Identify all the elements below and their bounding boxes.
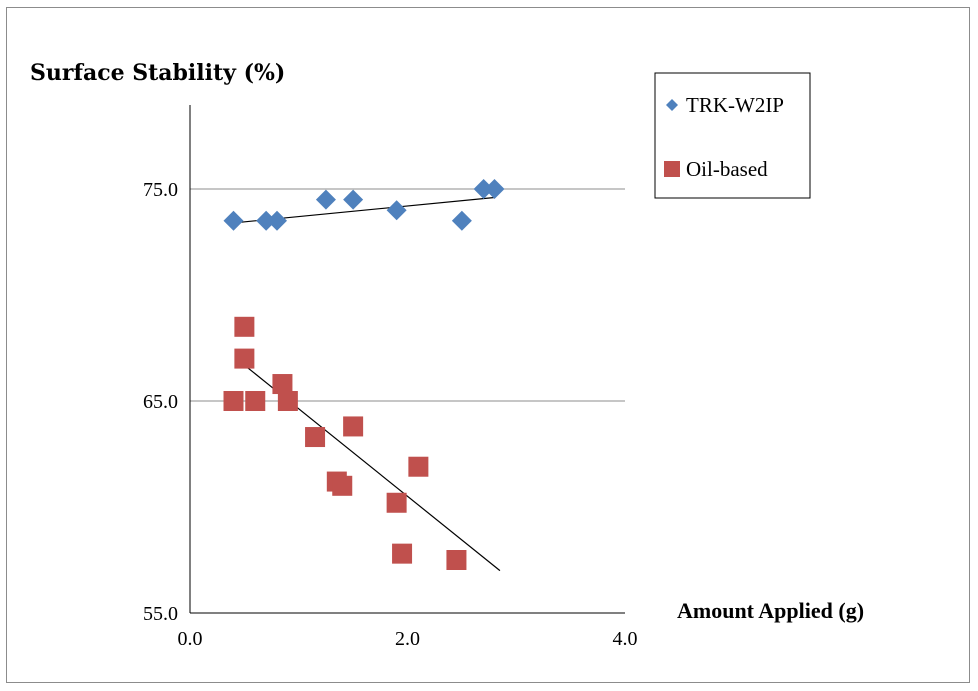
x-tick-label: 2.0	[395, 628, 420, 650]
legend: TRK-W2IP Oil-based	[654, 72, 811, 199]
y-tick-label: 55.0	[143, 603, 178, 625]
diamond-point	[315, 189, 336, 210]
square-point	[234, 348, 255, 369]
diamond-point	[386, 200, 407, 221]
square-point	[223, 391, 244, 411]
diamond-point	[484, 179, 505, 199]
diamond-point	[267, 210, 287, 231]
square-point	[277, 391, 298, 411]
square-point	[386, 492, 407, 513]
diamond-point	[473, 179, 494, 199]
square-point	[234, 316, 255, 337]
square-point	[332, 475, 353, 496]
x-tick-label: 0.0	[178, 628, 203, 650]
diamond-point	[223, 210, 244, 231]
x-axis-label: Amount Applied (g)	[677, 598, 864, 623]
square-point	[446, 550, 467, 570]
square-point	[343, 416, 364, 437]
data-points	[223, 179, 505, 570]
legend-box	[654, 72, 811, 199]
square-point	[408, 456, 429, 477]
diamond-point	[451, 210, 472, 231]
square-point	[392, 543, 413, 564]
legend-marker-2	[664, 161, 680, 177]
y-tick-label: 65.0	[143, 391, 178, 413]
legend-label-2: Oil-based	[686, 157, 768, 181]
square-point	[272, 374, 293, 395]
y-tick-label: 75.0	[143, 179, 178, 201]
legend-label-1: TRK-W2IP	[686, 93, 784, 117]
x-tick-label: 4.0	[613, 628, 638, 650]
diamond-point	[256, 210, 277, 231]
tick-labels: 55.0 65.0 75.0 0.0 2.0 4.0	[143, 179, 638, 650]
square-point	[245, 391, 266, 411]
chart-frame	[6, 7, 970, 683]
chart-title: Surface Stability (%)	[30, 60, 285, 86]
legend-marker-1	[666, 99, 678, 111]
diamond-point	[343, 189, 364, 210]
square-point	[305, 427, 326, 448]
